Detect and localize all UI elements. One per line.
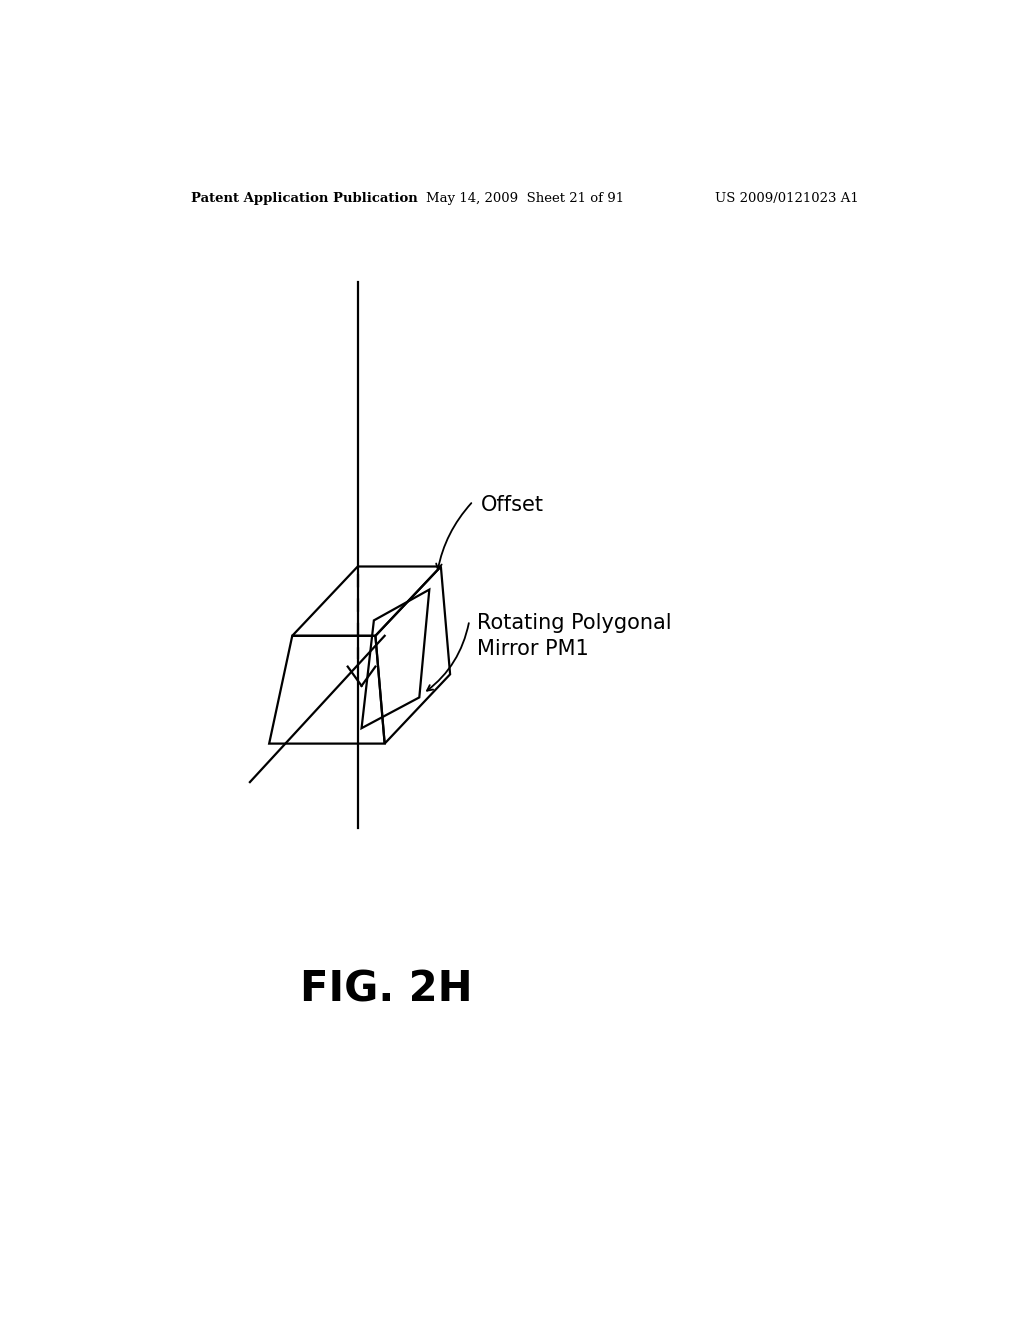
Text: US 2009/0121023 A1: US 2009/0121023 A1 bbox=[715, 191, 859, 205]
Text: FIG. 2H: FIG. 2H bbox=[300, 969, 473, 1011]
Text: Offset: Offset bbox=[481, 495, 544, 515]
Text: Patent Application Publication: Patent Application Publication bbox=[190, 191, 418, 205]
Text: May 14, 2009  Sheet 21 of 91: May 14, 2009 Sheet 21 of 91 bbox=[426, 191, 624, 205]
Text: Rotating Polygonal
Mirror PM1: Rotating Polygonal Mirror PM1 bbox=[477, 612, 672, 659]
